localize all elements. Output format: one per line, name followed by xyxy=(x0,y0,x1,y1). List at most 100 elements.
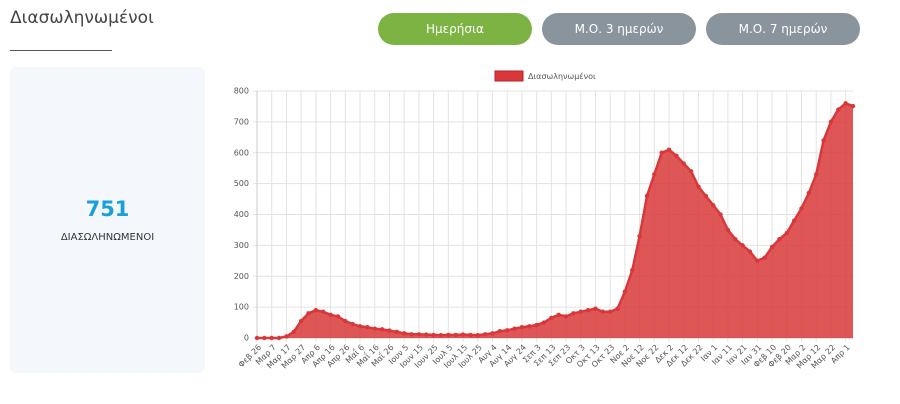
point xyxy=(306,311,311,316)
y-tick-label: 600 xyxy=(234,148,249,157)
point xyxy=(791,218,797,223)
point xyxy=(431,332,436,338)
point xyxy=(475,333,480,338)
point xyxy=(644,193,650,199)
point xyxy=(409,332,414,337)
point xyxy=(446,332,451,338)
point xyxy=(549,315,554,321)
point xyxy=(733,237,738,242)
point xyxy=(534,322,539,328)
y-tick-label: 800 xyxy=(234,87,249,96)
point xyxy=(343,318,348,324)
point xyxy=(497,329,503,334)
point xyxy=(622,289,628,294)
area xyxy=(257,103,853,339)
point xyxy=(850,103,856,109)
point xyxy=(527,324,532,329)
point xyxy=(335,314,341,319)
point xyxy=(321,309,326,314)
title-underline xyxy=(10,50,112,51)
point xyxy=(276,335,282,341)
y-tick-label: 100 xyxy=(234,303,249,312)
stat-value: 751 xyxy=(85,197,130,221)
point xyxy=(291,329,296,335)
daily-button[interactable]: Ημερήσια xyxy=(378,13,532,45)
point xyxy=(740,243,745,248)
y-tick-label: 200 xyxy=(234,272,249,281)
avg3-button[interactable]: Μ.Ο. 3 ημερών xyxy=(542,13,696,45)
point xyxy=(615,306,620,311)
avg7-button[interactable]: Μ.Ο. 7 ημερών xyxy=(706,13,860,45)
point xyxy=(372,326,377,331)
point xyxy=(556,312,561,318)
point xyxy=(681,161,686,166)
point xyxy=(674,153,679,159)
point xyxy=(416,332,422,337)
point xyxy=(843,101,848,106)
line xyxy=(257,101,854,340)
point xyxy=(401,331,407,336)
point xyxy=(541,320,547,325)
point xyxy=(821,138,826,143)
y-tick-label: 500 xyxy=(234,179,249,188)
point xyxy=(438,333,444,338)
legend-label: Διασωληνωμένοι xyxy=(528,71,596,81)
point xyxy=(269,335,274,341)
point xyxy=(254,335,260,341)
point xyxy=(630,267,635,273)
point xyxy=(585,308,591,313)
point xyxy=(350,321,355,327)
point xyxy=(703,193,709,199)
point xyxy=(298,318,304,324)
point xyxy=(519,324,525,330)
y-tick-label: 400 xyxy=(234,210,249,219)
point xyxy=(799,206,804,211)
stat-label: ΔΙΑΣΩΛΗΝΩΜΕΝΟΙ xyxy=(60,232,155,243)
point xyxy=(836,107,841,112)
point xyxy=(365,324,370,330)
point xyxy=(710,203,716,208)
point xyxy=(460,332,466,337)
point xyxy=(262,335,267,341)
point xyxy=(504,328,510,333)
point xyxy=(688,169,694,174)
point xyxy=(453,332,458,338)
point xyxy=(512,326,517,331)
y-tick-label: 0 xyxy=(244,334,249,343)
point xyxy=(578,309,583,314)
y-tick-label: 300 xyxy=(234,241,249,250)
point xyxy=(379,327,385,332)
point xyxy=(424,332,429,337)
point xyxy=(607,309,613,314)
point xyxy=(659,150,664,155)
stat-card: 751 ΔΙΑΣΩΛΗΝΩΜΕΝΟΙ xyxy=(10,67,205,373)
point xyxy=(762,255,767,260)
point xyxy=(725,227,731,233)
point xyxy=(490,331,495,336)
point xyxy=(777,237,782,242)
point xyxy=(284,334,289,339)
point xyxy=(593,306,598,311)
legend-swatch xyxy=(494,70,524,82)
point xyxy=(357,324,363,329)
point xyxy=(718,212,723,217)
point xyxy=(806,190,812,196)
point xyxy=(696,184,701,189)
point xyxy=(482,332,488,337)
point xyxy=(652,172,657,177)
point xyxy=(828,119,834,125)
point xyxy=(313,308,319,313)
point xyxy=(387,328,392,333)
point xyxy=(637,233,642,239)
point xyxy=(666,147,672,152)
point xyxy=(563,314,569,319)
page-title: Διασωληνωμένοι xyxy=(10,8,154,28)
point xyxy=(468,332,473,338)
point xyxy=(571,311,576,316)
point xyxy=(600,309,606,314)
point xyxy=(814,172,819,177)
point xyxy=(755,258,760,264)
point xyxy=(394,329,400,335)
